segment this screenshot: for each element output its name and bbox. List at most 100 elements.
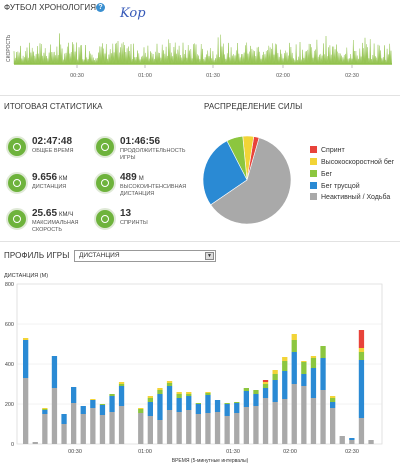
stat-label: СПРИНТЫ [120, 220, 148, 226]
bar-segment [291, 352, 297, 384]
game-profile-chart: ДИСТАНЦИЯ (М) ВРЕМЯ (5-минутные интервал… [4, 273, 383, 464]
bar-segment [262, 388, 269, 398]
bar-segment [272, 402, 278, 444]
bar-segment [320, 346, 326, 358]
legend-label: Спринт [321, 147, 345, 154]
bar-segment [61, 424, 67, 444]
clock-icon [6, 136, 28, 158]
timeline-title: ФУТБОЛ ХРОНОЛОГИЯ [4, 3, 97, 12]
profile-title: ПРОФИЛЬ ИГРЫ [4, 251, 70, 260]
timeline-tick-label: 01:30 [206, 73, 220, 79]
bar-segment [195, 404, 201, 414]
bar-segment [291, 334, 297, 340]
x-tick-label: 00:30 [68, 449, 82, 455]
bar-segment [282, 357, 288, 361]
bar-segment [358, 352, 365, 360]
handwritten-annotation: Kop [120, 6, 146, 21]
bar-segment [330, 402, 336, 408]
timeline-chart: СКОРОСТЬ 00:30 01:00 01:30 02:00 02:30 [6, 33, 392, 79]
pie-slice [202, 140, 248, 206]
legend-label: Высокоскоростной бег [321, 159, 395, 166]
stat-unit: М [138, 176, 144, 182]
bar-segment [147, 398, 153, 402]
bar-segment [272, 380, 278, 402]
bar-segment [42, 408, 48, 409]
bar-segment [118, 386, 125, 406]
bar-segment [109, 412, 115, 444]
bar-segment [42, 409, 48, 410]
bar-segment [358, 360, 365, 418]
timeline-tick-label: 01:00 [138, 73, 152, 79]
bar-segment [71, 403, 77, 444]
divider-middle [0, 241, 400, 242]
runner-icon [94, 172, 116, 194]
bar-segment [301, 374, 307, 386]
metric-select[interactable]: ДИСТАНЦИЯ ▼ [74, 250, 216, 262]
stat-value: 01:46:56 [120, 136, 161, 147]
chevron-down-icon[interactable]: ▼ [205, 252, 214, 260]
stat-label: МАКСИМАЛЬНАЯ СКОРОСТЬ [32, 220, 79, 233]
bar-segment [253, 390, 259, 394]
summary-title: ИТОГОВАЯ СТАТИСТИКА [4, 102, 103, 111]
bar-segment [157, 394, 163, 420]
bar-segment [320, 390, 326, 444]
bar-segment [320, 358, 326, 390]
y-tick-label: 400 [5, 362, 14, 368]
bar-segment [234, 403, 240, 413]
bar-segment [330, 408, 336, 444]
bar-segment [147, 396, 153, 398]
bar-segment [147, 402, 153, 416]
bar-segment [147, 416, 153, 444]
bar-segment [224, 416, 230, 444]
bar-segment [339, 436, 345, 444]
x-tick-label: 01:00 [138, 449, 152, 455]
bar-segment [195, 403, 201, 404]
bar-segment [61, 414, 67, 424]
bar-segment [262, 384, 269, 388]
bar-segment [262, 398, 269, 444]
bar-segment [224, 403, 230, 404]
bar-segment [80, 406, 86, 414]
bar-segment [214, 412, 221, 444]
y-tick-label: 600 [5, 322, 14, 328]
bar-segment [358, 330, 365, 348]
bar-segment [118, 384, 125, 386]
divider-top [0, 95, 400, 96]
timeline-speed-trace [13, 33, 392, 65]
bar-segment [330, 398, 336, 402]
bar-segment [99, 404, 106, 405]
metric-select-value: ДИСТАНЦИЯ [79, 252, 120, 259]
bar-segment [291, 384, 297, 444]
bar-segment [282, 361, 288, 371]
legend-label: Неактивный / Ходьба [321, 194, 391, 201]
legend-swatch [310, 170, 317, 177]
bar-segment [71, 387, 77, 403]
bar-segment [234, 402, 240, 403]
bar-segment [118, 382, 125, 384]
y-tick-label: 800 [5, 282, 14, 288]
speedometer-icon [6, 208, 28, 230]
x-tick-label: 01:30 [226, 449, 240, 455]
help-icon[interactable]: ? [96, 3, 105, 12]
bar-segment [243, 388, 249, 391]
bar-segment [262, 382, 269, 384]
bar-segment [90, 408, 96, 444]
bar-segment [358, 348, 365, 352]
stat-label: ВЫСОКОИНТЕНСИВНАЯ ДИСТАНЦИЯ [120, 184, 187, 197]
bar-segment [166, 383, 173, 386]
bar-segment [301, 386, 307, 444]
stat-unit: КМ [59, 176, 68, 182]
bar-segment [253, 406, 259, 444]
bar-segment [243, 391, 249, 407]
bar-segment [138, 413, 144, 444]
timer-icon [94, 136, 116, 158]
bar-segment [118, 406, 125, 444]
bar-segment [51, 356, 58, 388]
bar-segment [205, 413, 211, 444]
bar-segment [214, 400, 221, 412]
stat-value: 25.65 КМ/Ч [32, 208, 74, 219]
bar-segment [109, 394, 115, 396]
bar-segment [186, 394, 192, 396]
stat-value: 02:47:48 [32, 136, 73, 147]
bar-segment [109, 396, 115, 412]
